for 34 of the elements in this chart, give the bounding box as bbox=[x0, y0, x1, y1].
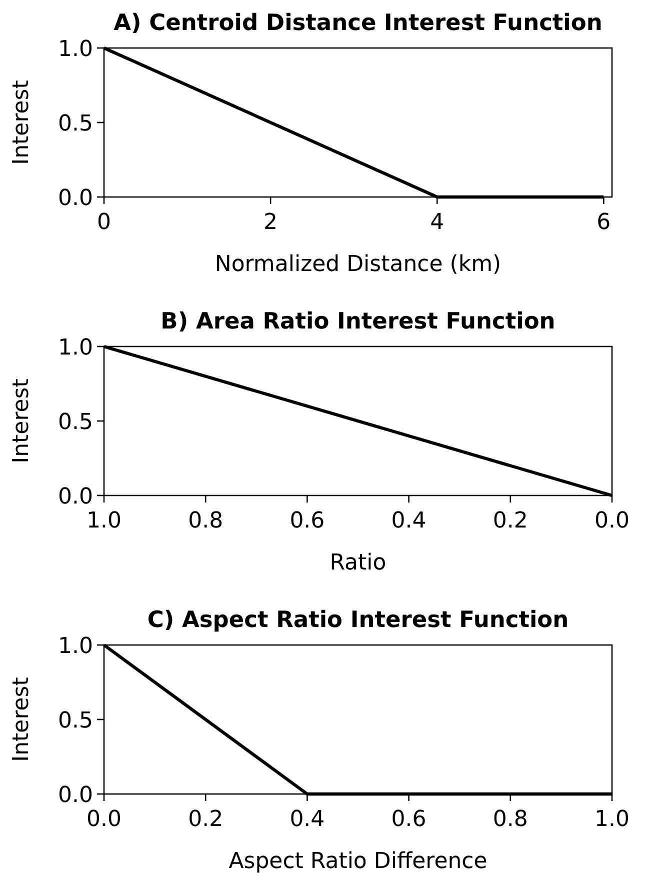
y-tick-label: 0.5 bbox=[58, 708, 93, 734]
chart-title: C) Aspect Ratio Interest Function bbox=[147, 607, 569, 633]
y-tick-label: 1.0 bbox=[58, 37, 93, 62]
y-tick-label: 0.0 bbox=[58, 484, 93, 510]
x-tick-label: 0.0 bbox=[86, 807, 122, 832]
x-tick-label: 0.8 bbox=[492, 807, 528, 832]
x-tick-label: 0.0 bbox=[594, 508, 630, 534]
x-tick-label: 0.6 bbox=[391, 807, 426, 832]
x-axis-title: Ratio bbox=[330, 550, 386, 576]
x-tick-label: 1.0 bbox=[86, 508, 122, 534]
x-tick-label: 1.0 bbox=[594, 807, 630, 832]
y-axis-title: Interest bbox=[9, 676, 34, 762]
x-tick-label: 0.8 bbox=[188, 508, 224, 534]
y-axis-title: Interest bbox=[9, 80, 34, 165]
x-tick-label: 0.2 bbox=[492, 508, 528, 534]
x-tick-label: 0 bbox=[97, 210, 111, 235]
y-axis-title: Interest bbox=[9, 378, 34, 464]
x-tick-label: 0.4 bbox=[391, 508, 426, 534]
x-tick-label: 0.6 bbox=[290, 508, 325, 534]
chart-title: B) Area Ratio Interest Function bbox=[160, 308, 556, 334]
y-tick-label: 0.5 bbox=[58, 410, 93, 435]
y-tick-label: 0.5 bbox=[58, 112, 93, 136]
y-tick-label: 0.0 bbox=[58, 783, 93, 808]
x-axis-title: Aspect Ratio Difference bbox=[228, 849, 488, 874]
y-tick-label: 1.0 bbox=[58, 336, 93, 360]
chart-title: A) Centroid Distance Interest Function bbox=[114, 10, 602, 36]
y-tick-label: 0.0 bbox=[58, 186, 93, 211]
x-tick-label: 6 bbox=[596, 210, 611, 235]
y-tick-label: 1.0 bbox=[58, 634, 93, 659]
x-axis-title: Normalized Distance (km) bbox=[214, 252, 502, 277]
x-tick-label: 4 bbox=[430, 210, 444, 235]
x-tick-label: 0.4 bbox=[290, 807, 325, 832]
x-tick-label: 2 bbox=[264, 210, 278, 235]
x-tick-label: 0.2 bbox=[188, 807, 224, 832]
